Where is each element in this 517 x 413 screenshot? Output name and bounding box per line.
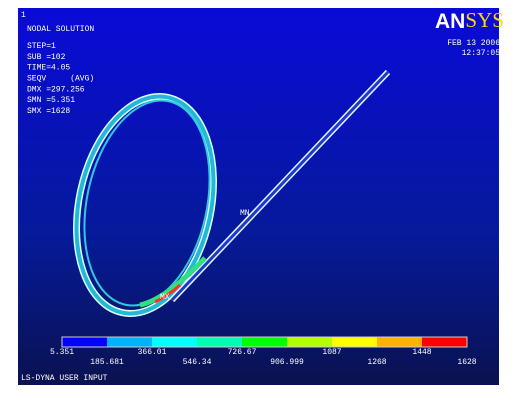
time: 12:37:05 [462,49,501,58]
legend-swatch [242,337,287,347]
info-line: TIME=4.05 [27,64,70,73]
legend-label: 1268 [367,358,386,367]
logo: ANSYS [435,8,504,33]
legend-label: 1087 [322,348,341,357]
info-line: SMX =1628 [27,107,70,116]
legend-label: 1628 [457,358,476,367]
plot-title: NODAL SOLUTION [27,25,94,34]
legend-swatch [152,337,197,347]
info-line: DMX =297.256 [27,85,85,94]
legend-label: 5.351 [50,348,74,357]
legend-swatch [197,337,242,347]
info-line: SMN =5.351 [27,96,75,105]
legend-swatch [287,337,332,347]
min-marker: MN [240,209,250,218]
legend-swatch [377,337,422,347]
max-marker: MX [160,293,170,302]
page: 1 NODAL SOLUTION STEP=1 SUB =102 TIME=4.05… [0,0,517,413]
legend-label: 546.34 [183,358,212,367]
logo-an: AN [435,10,465,33]
window-number: 1 [21,11,26,20]
legend-label: 906.999 [270,358,304,367]
legend-label: 726.67 [228,348,257,357]
logo-sys: SYS [465,8,504,32]
info-line: STEP=1 [27,42,56,51]
info-line: SUB =102 [27,53,66,62]
footer: LS-DYNA USER INPUT [21,374,108,383]
date: FEB 13 2006 [447,39,500,48]
info-line: SEQV (AVG) [27,75,94,84]
legend-swatch [107,337,152,347]
legend-label: 366.01 [138,348,167,357]
legend-label: 185.681 [90,358,124,367]
legend-swatch [62,337,107,347]
screenshot: 1 NODAL SOLUTION STEP=1 SUB =102 TIME=4.05… [0,0,517,413]
legend-label: 1448 [412,348,431,357]
legend-swatch [332,337,377,347]
legend-swatch [422,337,467,347]
viewport [18,8,499,385]
